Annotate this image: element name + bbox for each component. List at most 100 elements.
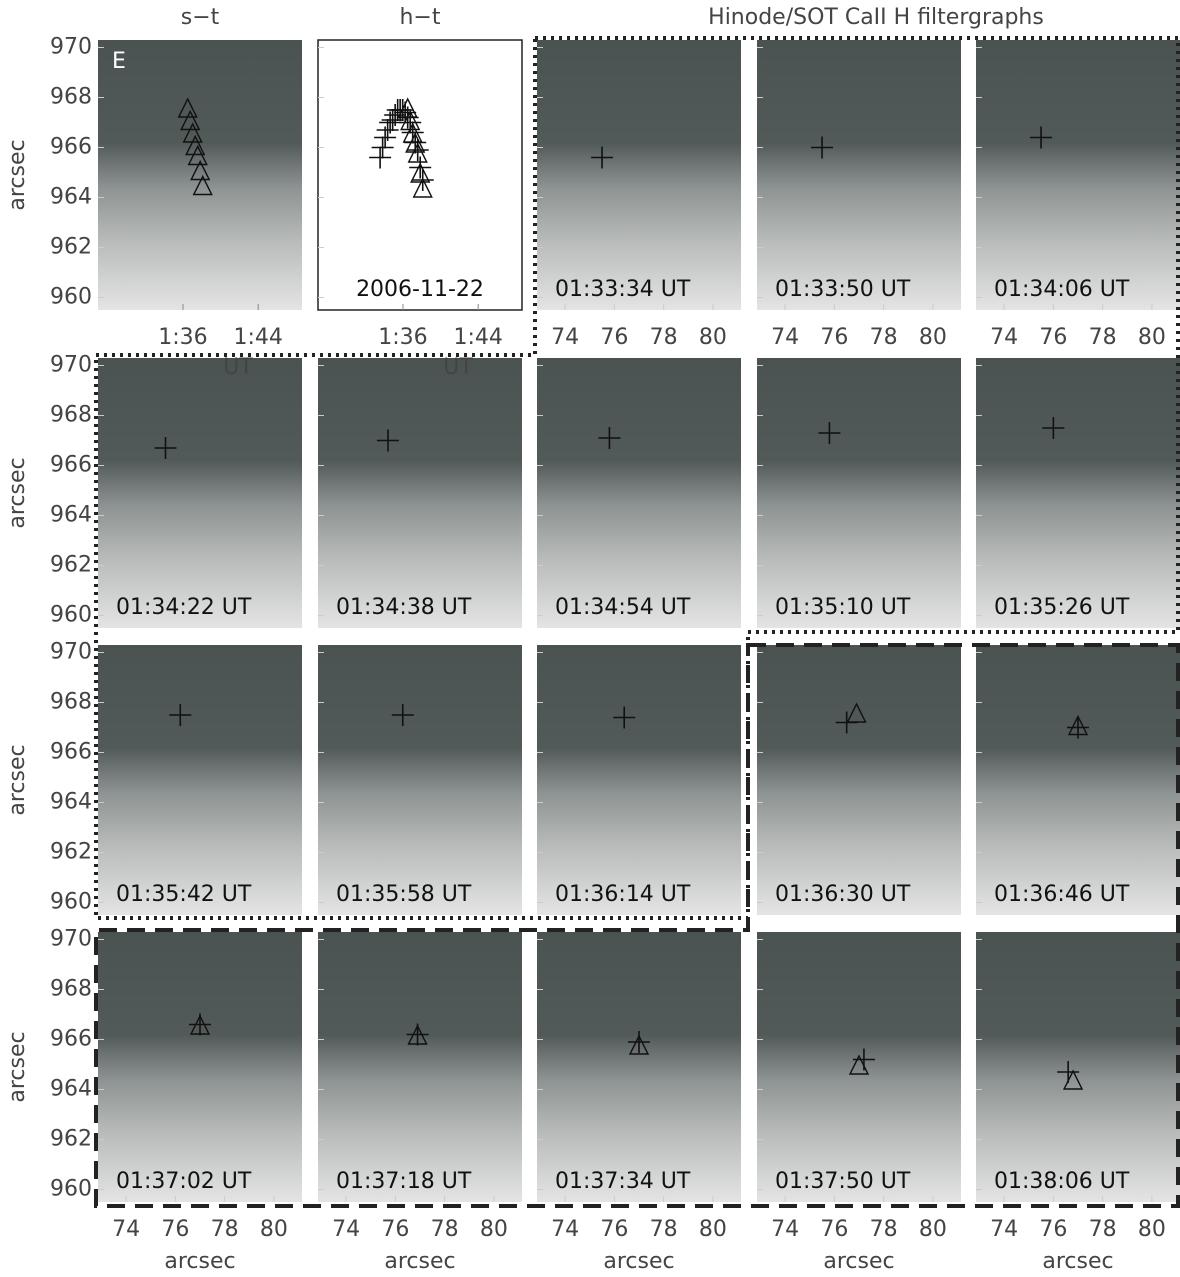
y-tick-label: 970	[50, 640, 92, 665]
x-tick-label: 78	[431, 1217, 459, 1242]
x-tick-label: 74	[990, 325, 1018, 350]
x-tick-label: 1:36	[378, 325, 427, 350]
x-tick-label: 76	[600, 325, 628, 350]
y-axis-label: arcsec	[5, 139, 30, 210]
y-tick-label: 964	[50, 185, 92, 210]
x-tick-label: 74	[551, 1217, 579, 1242]
y-tick-label: 968	[50, 403, 92, 428]
x-tick-label: 80	[480, 1217, 508, 1242]
frame-time: 01:35:10 UT	[775, 595, 911, 620]
y-tick-label: 962	[50, 1127, 92, 1152]
x-axis-label: UT	[223, 355, 253, 380]
y-tick-label: 964	[50, 503, 92, 528]
y-tick-label: 962	[50, 235, 92, 260]
x-tick-label: 80	[1138, 1217, 1166, 1242]
x-tick-label: 78	[211, 1217, 239, 1242]
frame-time: 01:37:18 UT	[336, 1169, 472, 1194]
x-tick-label: 1:36	[158, 325, 207, 350]
y-tick-label: 968	[50, 977, 92, 1002]
image-panel	[318, 932, 522, 1202]
y-tick-label: 970	[50, 353, 92, 378]
frame-time: 01:35:26 UT	[994, 595, 1130, 620]
y-tick-label: 966	[50, 135, 92, 160]
figure: s−t h−t Hinode/SOT CaII H filtergraphs 9…	[0, 0, 1180, 1277]
panel-label: E	[112, 49, 126, 74]
x-tick-label: 76	[600, 1217, 628, 1242]
x-axis-label: arcsec	[603, 1249, 674, 1274]
x-tick-label: 74	[990, 1217, 1018, 1242]
x-axis-label: arcsec	[823, 1249, 894, 1274]
date-label: 2006-11-22	[356, 277, 484, 302]
x-tick-label: 74	[332, 1217, 360, 1242]
y-tick-label: 960	[50, 603, 92, 628]
frame-time: 01:36:14 UT	[555, 882, 691, 907]
x-tick-label: 76	[1039, 325, 1067, 350]
title: Hinode/SOT CaII H filtergraphs	[708, 5, 1044, 30]
x-tick-label: 76	[820, 325, 848, 350]
frame-time: 01:33:34 UT	[555, 277, 691, 302]
image-panel	[537, 645, 741, 915]
image-panel	[757, 40, 961, 310]
title: s−t	[181, 5, 220, 30]
x-tick-label: 78	[650, 1217, 678, 1242]
y-tick-label: 970	[50, 927, 92, 952]
x-tick-label: 74	[551, 325, 579, 350]
x-tick-label: 80	[699, 325, 727, 350]
x-tick-label: 80	[699, 1217, 727, 1242]
frame-time: 01:37:02 UT	[116, 1169, 252, 1194]
y-tick-label: 968	[50, 85, 92, 110]
x-tick-label: 78	[1089, 1217, 1117, 1242]
x-tick-label: 74	[771, 1217, 799, 1242]
x-tick-label: 76	[1039, 1217, 1067, 1242]
y-tick-label: 962	[50, 553, 92, 578]
image-panel	[976, 358, 1180, 628]
image-panel	[976, 932, 1180, 1202]
frame-time: 01:37:34 UT	[555, 1169, 691, 1194]
x-tick-label: 78	[870, 325, 898, 350]
y-tick-label: 960	[50, 285, 92, 310]
image-panel	[98, 358, 302, 628]
image-panel	[976, 645, 1180, 915]
y-tick-label: 970	[50, 35, 92, 60]
y-tick-label: 962	[50, 840, 92, 865]
x-tick-label: 74	[112, 1217, 140, 1242]
frame-time: 01:35:58 UT	[336, 882, 472, 907]
x-axis-label: UT	[443, 355, 473, 380]
y-tick-label: 968	[50, 690, 92, 715]
x-tick-label: 78	[650, 325, 678, 350]
image-panel	[98, 40, 302, 310]
frame-time: 01:36:30 UT	[775, 882, 911, 907]
frame-time: 01:34:54 UT	[555, 595, 691, 620]
y-tick-label: 960	[50, 1177, 92, 1202]
x-tick-label: 80	[919, 1217, 947, 1242]
y-tick-label: 964	[50, 1077, 92, 1102]
x-tick-label: 80	[919, 325, 947, 350]
x-tick-label: 76	[381, 1217, 409, 1242]
image-panel	[98, 932, 302, 1202]
image-panel	[757, 932, 961, 1202]
y-tick-label: 966	[50, 453, 92, 478]
x-tick-label: 1:44	[233, 325, 282, 350]
x-tick-label: 80	[260, 1217, 288, 1242]
image-panel	[318, 645, 522, 915]
y-tick-label: 966	[50, 1027, 92, 1052]
y-axis-label: arcsec	[5, 744, 30, 815]
frame-time: 01:35:42 UT	[116, 882, 252, 907]
frame-time: 01:36:46 UT	[994, 882, 1130, 907]
y-axis-label: arcsec	[5, 1031, 30, 1102]
page: s−t h−t Hinode/SOT CaII H filtergraphs 9…	[0, 0, 1180, 1277]
x-tick-label: 74	[771, 325, 799, 350]
image-panel	[318, 358, 522, 628]
x-tick-label: 76	[820, 1217, 848, 1242]
x-tick-label: 78	[870, 1217, 898, 1242]
image-panel	[98, 645, 302, 915]
y-axis-label: arcsec	[5, 457, 30, 528]
frame-time: 01:34:22 UT	[116, 595, 252, 620]
y-tick-label: 960	[50, 890, 92, 915]
image-panel	[537, 932, 741, 1202]
panels	[98, 40, 1180, 1202]
x-tick-label: 78	[1089, 325, 1117, 350]
image-panel	[976, 40, 1180, 310]
frame-time: 01:33:50 UT	[775, 277, 911, 302]
x-axis-label: arcsec	[384, 1249, 455, 1274]
